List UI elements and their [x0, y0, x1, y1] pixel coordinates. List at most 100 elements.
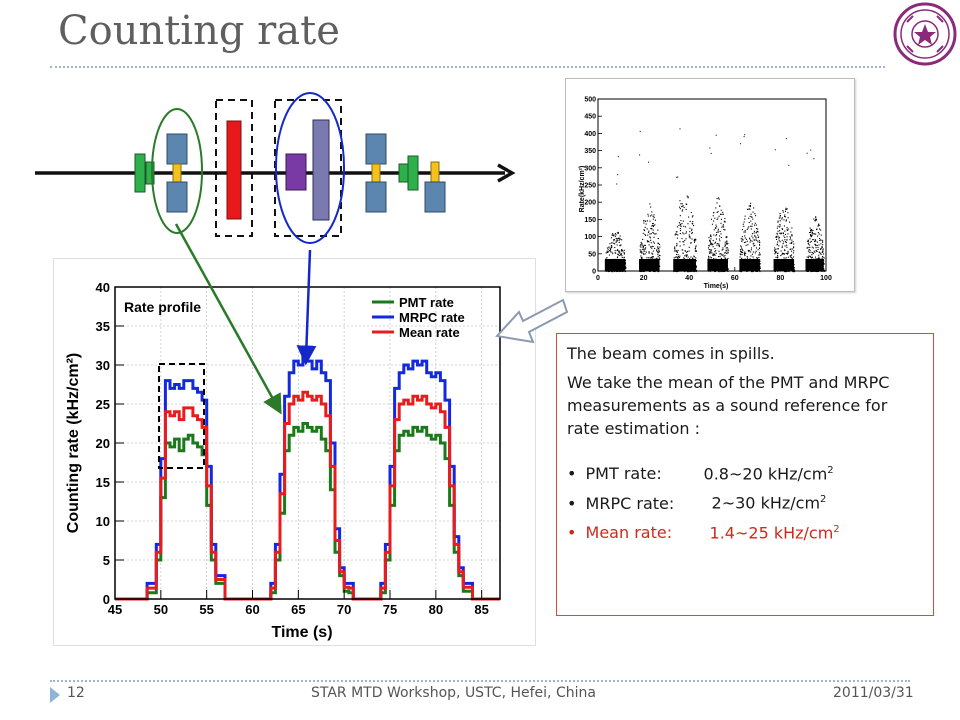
scatter-point: [644, 226, 646, 228]
scatter-point: [750, 240, 752, 242]
scatter-point: [754, 224, 756, 226]
scatter-point: [687, 196, 689, 198]
scatter-point: [644, 244, 646, 246]
scatter-point: [782, 252, 784, 254]
page-number: 12: [67, 685, 85, 701]
mrpc-highlight-ellipse: [275, 92, 345, 244]
scatter-point: [606, 250, 608, 252]
pmt-block-bottom-3: [424, 181, 446, 213]
scatter-point: [781, 239, 783, 241]
scatter-point: [726, 253, 728, 255]
scatter-point: [744, 231, 746, 233]
scatter-point: [649, 257, 651, 259]
scatter-point: [676, 243, 678, 245]
scatter-point: [815, 220, 817, 222]
scatter-point: [707, 247, 709, 249]
scatter-outlier: [709, 147, 711, 149]
scatter-point: [659, 258, 661, 260]
scatter-point: [753, 245, 755, 247]
spill-band: [739, 258, 760, 271]
scatter-point: [659, 255, 661, 257]
scatter-point: [785, 271, 787, 273]
scatter-point: [751, 233, 753, 235]
scatter-point: [695, 260, 697, 262]
scatter-point: [676, 256, 678, 258]
scatter-point: [606, 257, 608, 259]
scatter-point: [787, 212, 789, 214]
scatter-point: [650, 228, 652, 230]
scatter-point: [759, 253, 761, 255]
hollow-pointer-arrow: [495, 298, 569, 344]
scatter-point: [654, 233, 656, 235]
x-tick-label: 85: [474, 602, 488, 617]
scatter-point: [759, 263, 761, 265]
scatter-point: [641, 252, 643, 254]
scatter-point: [649, 203, 651, 205]
scatter-point: [691, 229, 693, 231]
scatter-point: [659, 265, 661, 267]
scatter-point: [745, 252, 747, 254]
scatter-point: [807, 243, 809, 245]
dashed-box-2: [274, 99, 342, 237]
scatter-point: [681, 206, 683, 208]
scatter-point: [608, 246, 610, 248]
scatter-point: [640, 271, 642, 273]
scatter-point: [625, 266, 627, 268]
scatter-point: [720, 222, 722, 224]
x-tick-label: 70: [337, 602, 351, 617]
scatter-point: [713, 220, 715, 222]
scatter-point: [677, 249, 679, 251]
scatter-point: [711, 252, 713, 254]
scatter-point: [743, 231, 745, 233]
scatter-point: [618, 241, 620, 243]
scatter-point: [623, 256, 625, 258]
scatter-point: [791, 257, 793, 259]
scatter-point: [822, 244, 824, 246]
scatter-point: [759, 268, 761, 270]
scatter-point: [652, 223, 654, 225]
scatter-point: [678, 256, 680, 258]
scatter-point: [620, 252, 622, 254]
scatter-point: [713, 258, 715, 260]
scatter-point: [787, 250, 789, 252]
scatter-point: [715, 238, 717, 240]
scatter-point: [708, 255, 710, 257]
scatter-point: [650, 233, 652, 235]
scatter-point: [743, 242, 745, 244]
pmt-connector-3: [430, 161, 440, 183]
slide-title: Counting rate: [58, 8, 340, 54]
scatter-point: [617, 240, 619, 242]
scatter-point: [690, 211, 692, 213]
scatter-point: [810, 256, 812, 258]
scatter-point: [756, 228, 758, 230]
scatter-point: [621, 249, 623, 251]
scatter-point: [647, 231, 649, 233]
legend-label: MRPC rate: [399, 310, 465, 325]
scatter-point: [724, 218, 726, 220]
scatter-point: [681, 210, 683, 212]
rate-item-pmt: PMT rate: 0.8~20 kHz/cm2: [567, 458, 923, 487]
scintillator-2: [398, 163, 409, 183]
scatter-point: [754, 252, 756, 254]
scatter-outlier: [788, 164, 790, 166]
scatter-point: [790, 248, 792, 250]
scatter-point: [612, 233, 614, 235]
x-tick-label: 55: [199, 602, 213, 617]
scatter-point: [710, 252, 712, 254]
scatter-point: [749, 238, 751, 240]
scatter-point: [749, 258, 751, 260]
scatter-point: [742, 239, 744, 241]
scatter-point: [781, 253, 783, 255]
scatter-point: [783, 253, 785, 255]
scatter-point: [815, 219, 817, 221]
scatter-point: [683, 257, 685, 259]
scatter-point: [817, 248, 819, 250]
scatter-point: [616, 238, 618, 240]
scatter-point: [808, 248, 810, 250]
scatter-point: [689, 231, 691, 233]
scatter-point: [742, 250, 744, 252]
scatter-point: [747, 208, 749, 210]
scatter-outlier: [677, 176, 679, 178]
scatter-point: [689, 235, 691, 237]
scatter-point: [612, 253, 614, 255]
